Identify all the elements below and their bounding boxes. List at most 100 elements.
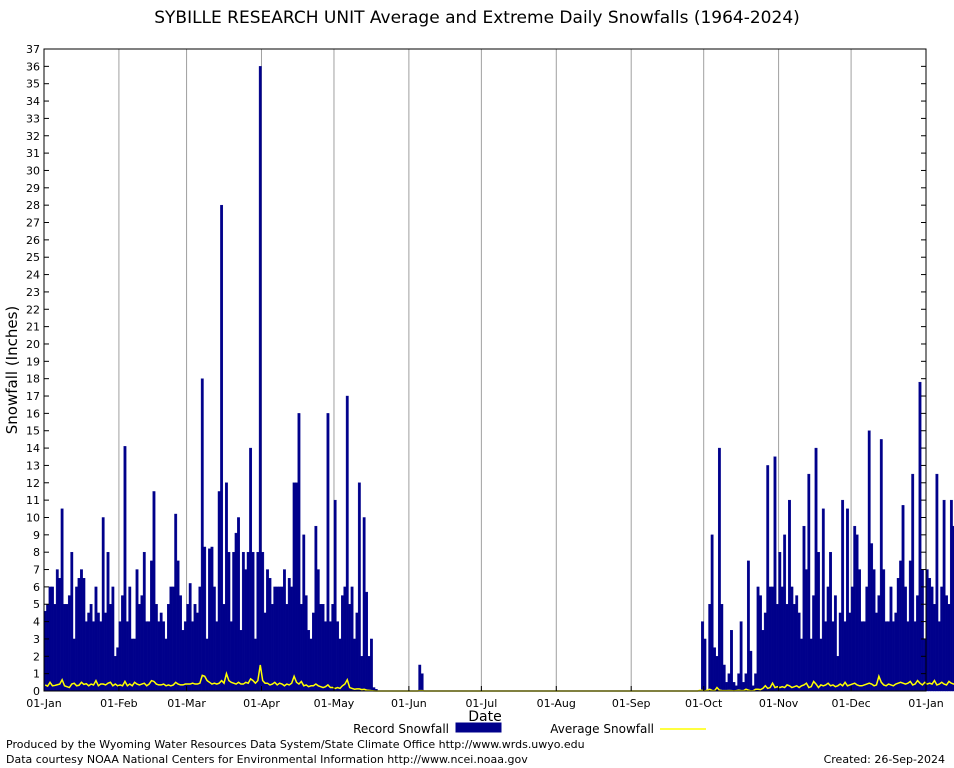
record-bar: [198, 586, 202, 692]
record-bar: [130, 638, 134, 692]
footer-created: Created: 26-Sep-2024: [823, 753, 945, 766]
record-bar: [766, 465, 770, 692]
record-bar: [75, 586, 79, 692]
record-bar: [420, 673, 424, 692]
record-bar: [208, 548, 211, 692]
record-bar: [763, 612, 767, 692]
record-bar: [215, 621, 219, 692]
record-bar: [703, 638, 707, 692]
record-bar: [850, 586, 854, 692]
y-tick-label: 32: [26, 130, 40, 143]
record-bar: [140, 595, 144, 692]
record-bar: [780, 586, 784, 692]
record-bar: [355, 612, 359, 692]
y-tick-label: 34: [26, 95, 40, 108]
record-bar: [933, 604, 936, 692]
y-tick-label: 29: [26, 182, 40, 195]
y-tick-label: 26: [26, 234, 40, 247]
record-bar: [113, 656, 117, 692]
y-tick-label: 33: [26, 112, 40, 125]
y-tick-label: 4: [33, 616, 40, 629]
record-bar: [722, 664, 726, 692]
record-bar: [270, 604, 274, 692]
y-tick-label: 23: [26, 286, 40, 299]
record-bar: [326, 413, 330, 692]
record-bar: [911, 473, 915, 692]
record-bar: [788, 499, 791, 692]
y-tick-label: 16: [26, 407, 40, 420]
y-tick-label: 19: [26, 355, 40, 368]
y-tick-label: 7: [33, 564, 40, 577]
x-axis-label: Date: [468, 709, 501, 725]
record-bar: [287, 578, 291, 692]
record-bar: [920, 569, 924, 692]
record-bar: [251, 551, 255, 692]
record-bar: [744, 673, 748, 692]
record-bar: [833, 595, 837, 692]
y-tick-label: 1: [33, 668, 40, 681]
record-bar: [804, 569, 808, 692]
record-bar: [297, 413, 301, 692]
x-tick-labels: 01-Jan 01-Feb 01-Mar 01-Apr 01-May 01-Jun 01-J…: [26, 697, 944, 710]
record-bar: [901, 505, 905, 692]
y-tick-label: 35: [26, 78, 40, 91]
record-bar: [862, 621, 866, 692]
x-tick-label: 01-Mar: [167, 697, 206, 710]
record-bar: [841, 499, 845, 692]
record-bar: [63, 604, 66, 692]
record-bars: [43, 66, 954, 692]
record-bar: [295, 482, 298, 692]
record-bar: [193, 604, 197, 692]
record-bar: [200, 378, 204, 692]
record-bar: [940, 586, 944, 692]
record-bar: [353, 638, 356, 692]
record-bar: [263, 612, 267, 692]
record-bar: [754, 673, 758, 692]
record-bar: [937, 621, 941, 692]
record-bar: [884, 621, 888, 692]
record-bar: [249, 447, 253, 692]
record-bar: [942, 499, 946, 692]
y-tick-label: 5: [33, 598, 40, 611]
record-bar: [121, 595, 124, 692]
y-tick-labels: 0123456789101112131415161718192021222324…: [26, 43, 40, 698]
record-bar: [234, 532, 238, 692]
record-bar: [720, 604, 724, 692]
record-bar: [908, 560, 912, 692]
record-bar: [280, 586, 284, 692]
record-bar: [128, 586, 132, 692]
record-bar: [111, 586, 115, 692]
record-bar: [913, 621, 917, 692]
record-bar: [65, 604, 69, 692]
y-tick-label: 25: [26, 251, 40, 264]
record-bar: [727, 673, 731, 692]
record-bar: [67, 595, 71, 692]
x-tick-label: 01-Oct: [685, 697, 723, 710]
record-bar: [203, 546, 207, 692]
x-tick-label: 01-Apr: [243, 697, 280, 710]
record-bar: [812, 595, 816, 692]
record-bar: [778, 551, 782, 692]
record-bar: [756, 586, 760, 692]
record-bar: [328, 621, 332, 692]
y-tick-label: 9: [33, 529, 40, 542]
record-bar: [906, 621, 910, 692]
record-bar: [154, 604, 158, 692]
record-bar: [817, 551, 820, 692]
record-bar: [92, 621, 95, 692]
record-bar: [935, 473, 939, 692]
y-tick-label: 31: [26, 147, 40, 160]
record-bar: [928, 578, 932, 692]
record-bar: [227, 551, 231, 692]
record-bar: [858, 569, 861, 692]
x-tick-label: 01-Feb: [100, 697, 137, 710]
y-tick-label: 8: [33, 546, 40, 559]
record-bar: [290, 586, 294, 692]
x-tick-label: 01-Jan: [26, 697, 62, 710]
record-bar: [205, 638, 209, 692]
record-bar: [814, 447, 818, 692]
y-tick-label: 3: [33, 633, 40, 646]
record-bar: [949, 499, 953, 692]
record-bar: [316, 569, 320, 692]
